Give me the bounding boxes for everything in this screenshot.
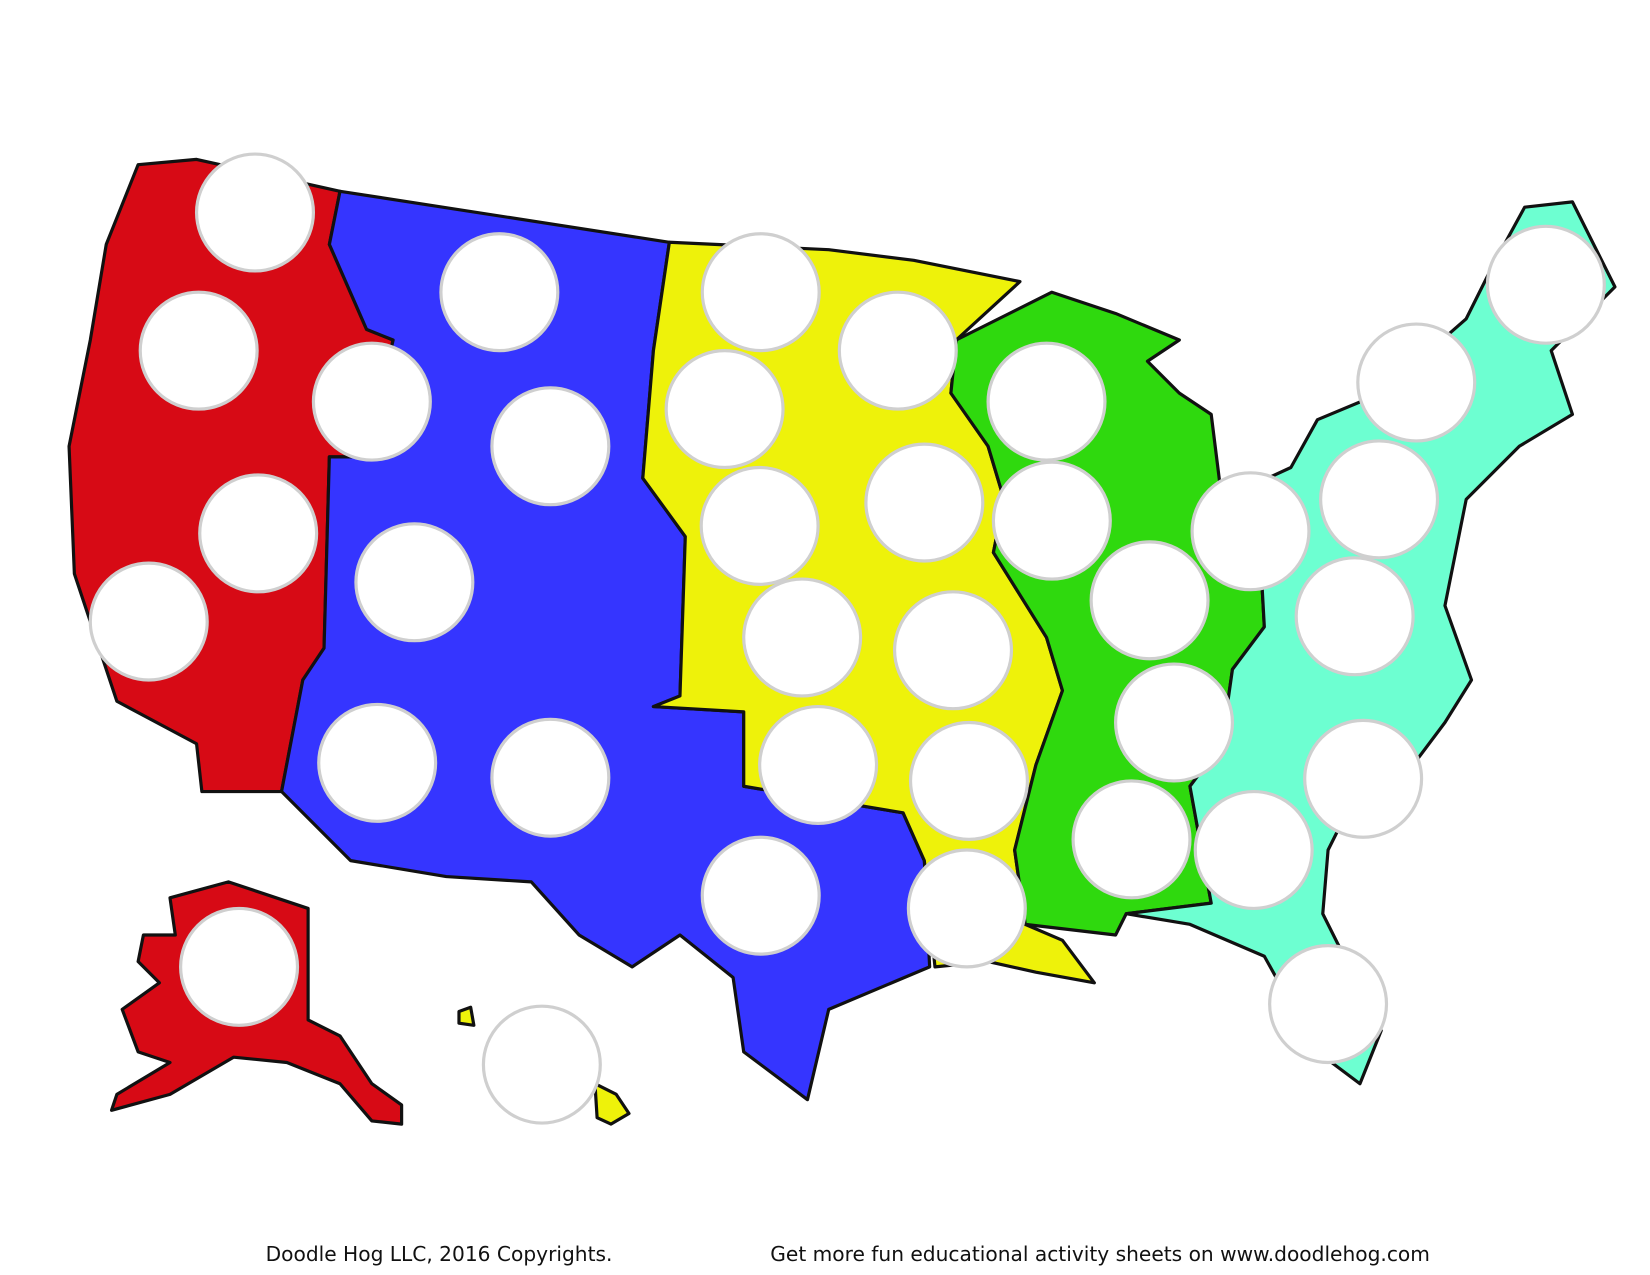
- sticker-spot[interactable]: [986, 341, 1107, 462]
- sticker-spot[interactable]: [700, 835, 821, 956]
- sticker-spot[interactable]: [1319, 439, 1440, 560]
- sticker-spot[interactable]: [198, 473, 319, 594]
- sticker-spot[interactable]: [664, 349, 785, 470]
- sticker-spot[interactable]: [908, 720, 1029, 841]
- sticker-spot[interactable]: [194, 152, 316, 273]
- sticker-spot[interactable]: [138, 290, 259, 411]
- sticker-spot[interactable]: [354, 522, 475, 643]
- promo-text: Get more fun educational activity sheets…: [770, 1242, 1430, 1266]
- sticker-spot[interactable]: [439, 232, 560, 353]
- sticker-spot[interactable]: [758, 704, 879, 826]
- sticker-spot[interactable]: [837, 290, 958, 411]
- hawaii-island-small: [457, 1005, 476, 1027]
- sticker-spot[interactable]: [1190, 471, 1311, 592]
- sticker-spot[interactable]: [490, 386, 611, 507]
- sticker-spot[interactable]: [1089, 540, 1210, 661]
- sticker-spot[interactable]: [892, 590, 1014, 711]
- sticker-spot[interactable]: [179, 906, 300, 1027]
- sticker-spot[interactable]: [490, 717, 611, 838]
- hawaii-island-big: [593, 1082, 631, 1126]
- sticker-spot[interactable]: [317, 702, 438, 823]
- sticker-spot[interactable]: [1485, 224, 1606, 345]
- sticker-spot[interactable]: [864, 442, 985, 563]
- sticker-spot[interactable]: [742, 577, 863, 698]
- sticker-spot[interactable]: [1071, 779, 1192, 900]
- sticker-spot[interactable]: [1113, 662, 1235, 783]
- sticker-spot[interactable]: [906, 848, 1027, 969]
- sticker-spot[interactable]: [311, 341, 432, 462]
- sticker-spots: [88, 152, 1606, 1125]
- sticker-spot[interactable]: [1303, 718, 1424, 839]
- sticker-spot[interactable]: [1294, 556, 1415, 677]
- sticker-spot[interactable]: [991, 460, 1112, 581]
- sticker-spot[interactable]: [1268, 944, 1389, 1065]
- sticker-spot[interactable]: [699, 465, 820, 586]
- sticker-spot[interactable]: [1356, 322, 1477, 443]
- copyright-text: Doodle Hog LLC, 2016 Copyrights.: [266, 1242, 613, 1266]
- sticker-spot[interactable]: [481, 1004, 602, 1125]
- sticker-spot[interactable]: [700, 232, 821, 353]
- sticker-spot[interactable]: [1193, 789, 1314, 911]
- sticker-spot[interactable]: [88, 561, 209, 682]
